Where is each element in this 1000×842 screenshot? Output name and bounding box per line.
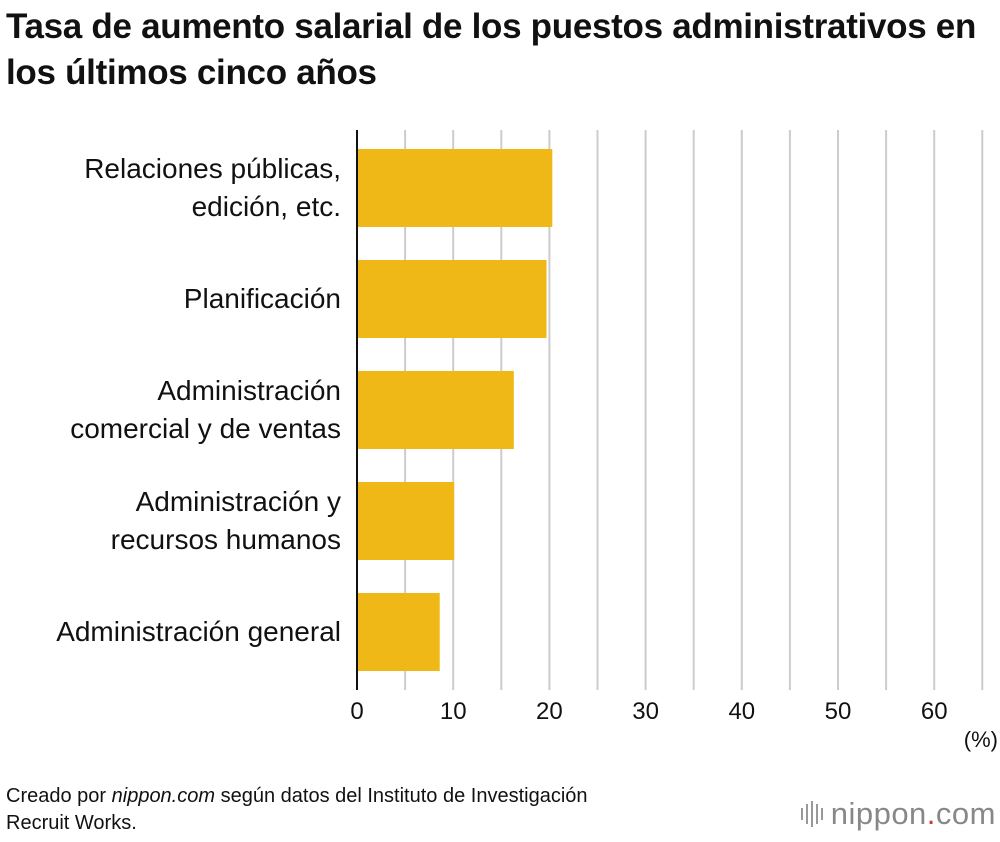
nippon-logo: nippon. com — [800, 796, 996, 832]
category-label: edición, etc. — [192, 191, 341, 222]
category-label: Relaciones públicas, — [84, 153, 341, 184]
source-site: nippon.com — [111, 785, 216, 807]
x-tick-label: 10 — [440, 698, 467, 725]
category-label: Administración y — [136, 486, 341, 517]
x-tick-label: 60 — [921, 698, 948, 725]
bar — [357, 593, 440, 671]
bar — [357, 371, 514, 449]
category-label: Administración — [157, 375, 341, 406]
bar — [357, 149, 553, 227]
logo-bars-icon — [800, 801, 823, 827]
bar — [357, 482, 455, 560]
unit-label: (%) — [964, 727, 998, 752]
chart-title: Tasa de aumento salarial de los puestos … — [6, 7, 977, 92]
category-label: Planificación — [184, 283, 341, 314]
bar-chart: Relaciones públicas, edición, etc. Planifi… — [56, 130, 998, 752]
category-label: Administración general — [56, 616, 341, 647]
x-tick-label: 0 — [350, 698, 363, 725]
category-label: recursos humanos — [111, 524, 341, 555]
bar — [357, 260, 547, 338]
x-tick-label: 40 — [728, 698, 755, 725]
source-note: Creado por nippon.com según datos del In… — [6, 785, 588, 834]
category-label: comercial y de ventas — [70, 413, 341, 444]
x-tick-label: 50 — [825, 698, 852, 725]
x-tick-label: 20 — [536, 698, 563, 725]
x-tick-label: 30 — [632, 698, 659, 725]
